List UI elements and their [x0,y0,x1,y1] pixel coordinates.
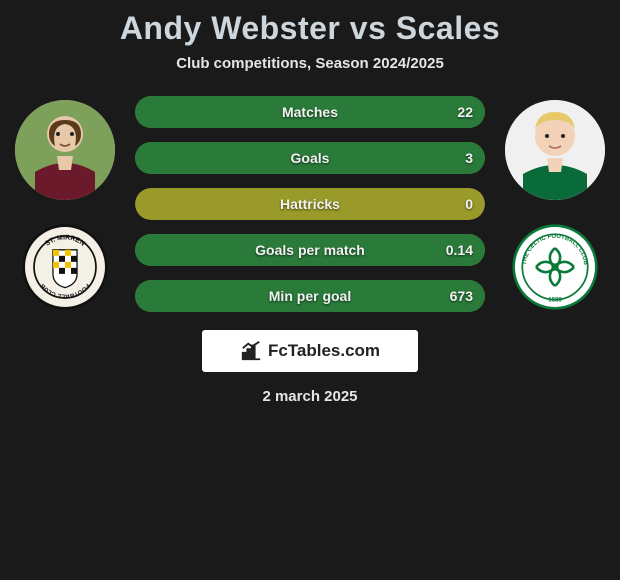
stat-bar: Goals 3 [135,142,485,174]
celtic-crest-icon: THE CELTIC FOOTBALL CLUB 1888 [512,224,598,310]
left-player-avatar [15,100,115,200]
stmirren-crest-icon: ST. MIRREN FOOTBALL CLUB [22,224,108,310]
right-club-crest: THE CELTIC FOOTBALL CLUB 1888 [512,224,598,310]
page-title: Andy Webster vs Scales [0,10,620,47]
subtitle: Club competitions, Season 2024/2025 [0,55,620,72]
bar-value-right: 673 [450,288,473,304]
bar-value-right: 0 [465,196,473,212]
content-row: ST. MIRREN FOOTBALL CLUB Matches 22 Goals 3… [0,96,620,312]
brand-badge: FcTables.com [202,330,418,372]
svg-text:1888: 1888 [548,297,562,303]
left-side: ST. MIRREN FOOTBALL CLUB [15,96,115,310]
bar-label: Hattricks [280,196,340,212]
bar-value-right: 3 [465,150,473,166]
bar-value-right: 0.14 [446,242,473,258]
bar-label: Matches [282,104,338,120]
date-label: 2 march 2025 [0,388,620,405]
bar-label: Goals per match [255,242,365,258]
right-side: THE CELTIC FOOTBALL CLUB 1888 [505,96,605,310]
avatar-placeholder-icon [15,100,115,200]
avatar-placeholder-icon [505,100,605,200]
bar-chart-icon [240,340,262,362]
stat-bar: Matches 22 [135,96,485,128]
infographic-container: Andy Webster vs Scales Club competitions… [0,0,620,405]
stat-bar: Goals per match 0.14 [135,234,485,266]
bar-value-right: 22 [457,104,473,120]
stat-bar: Min per goal 673 [135,280,485,312]
bar-label: Goals [291,150,330,166]
stat-bar: Hattricks 0 [135,188,485,220]
stat-bars: Matches 22 Goals 3 Hattricks 0 Goals per match… [135,96,485,312]
left-club-crest: ST. MIRREN FOOTBALL CLUB [22,224,108,310]
right-player-avatar [505,100,605,200]
brand-text: FcTables.com [268,341,380,361]
bar-label: Min per goal [269,288,351,304]
